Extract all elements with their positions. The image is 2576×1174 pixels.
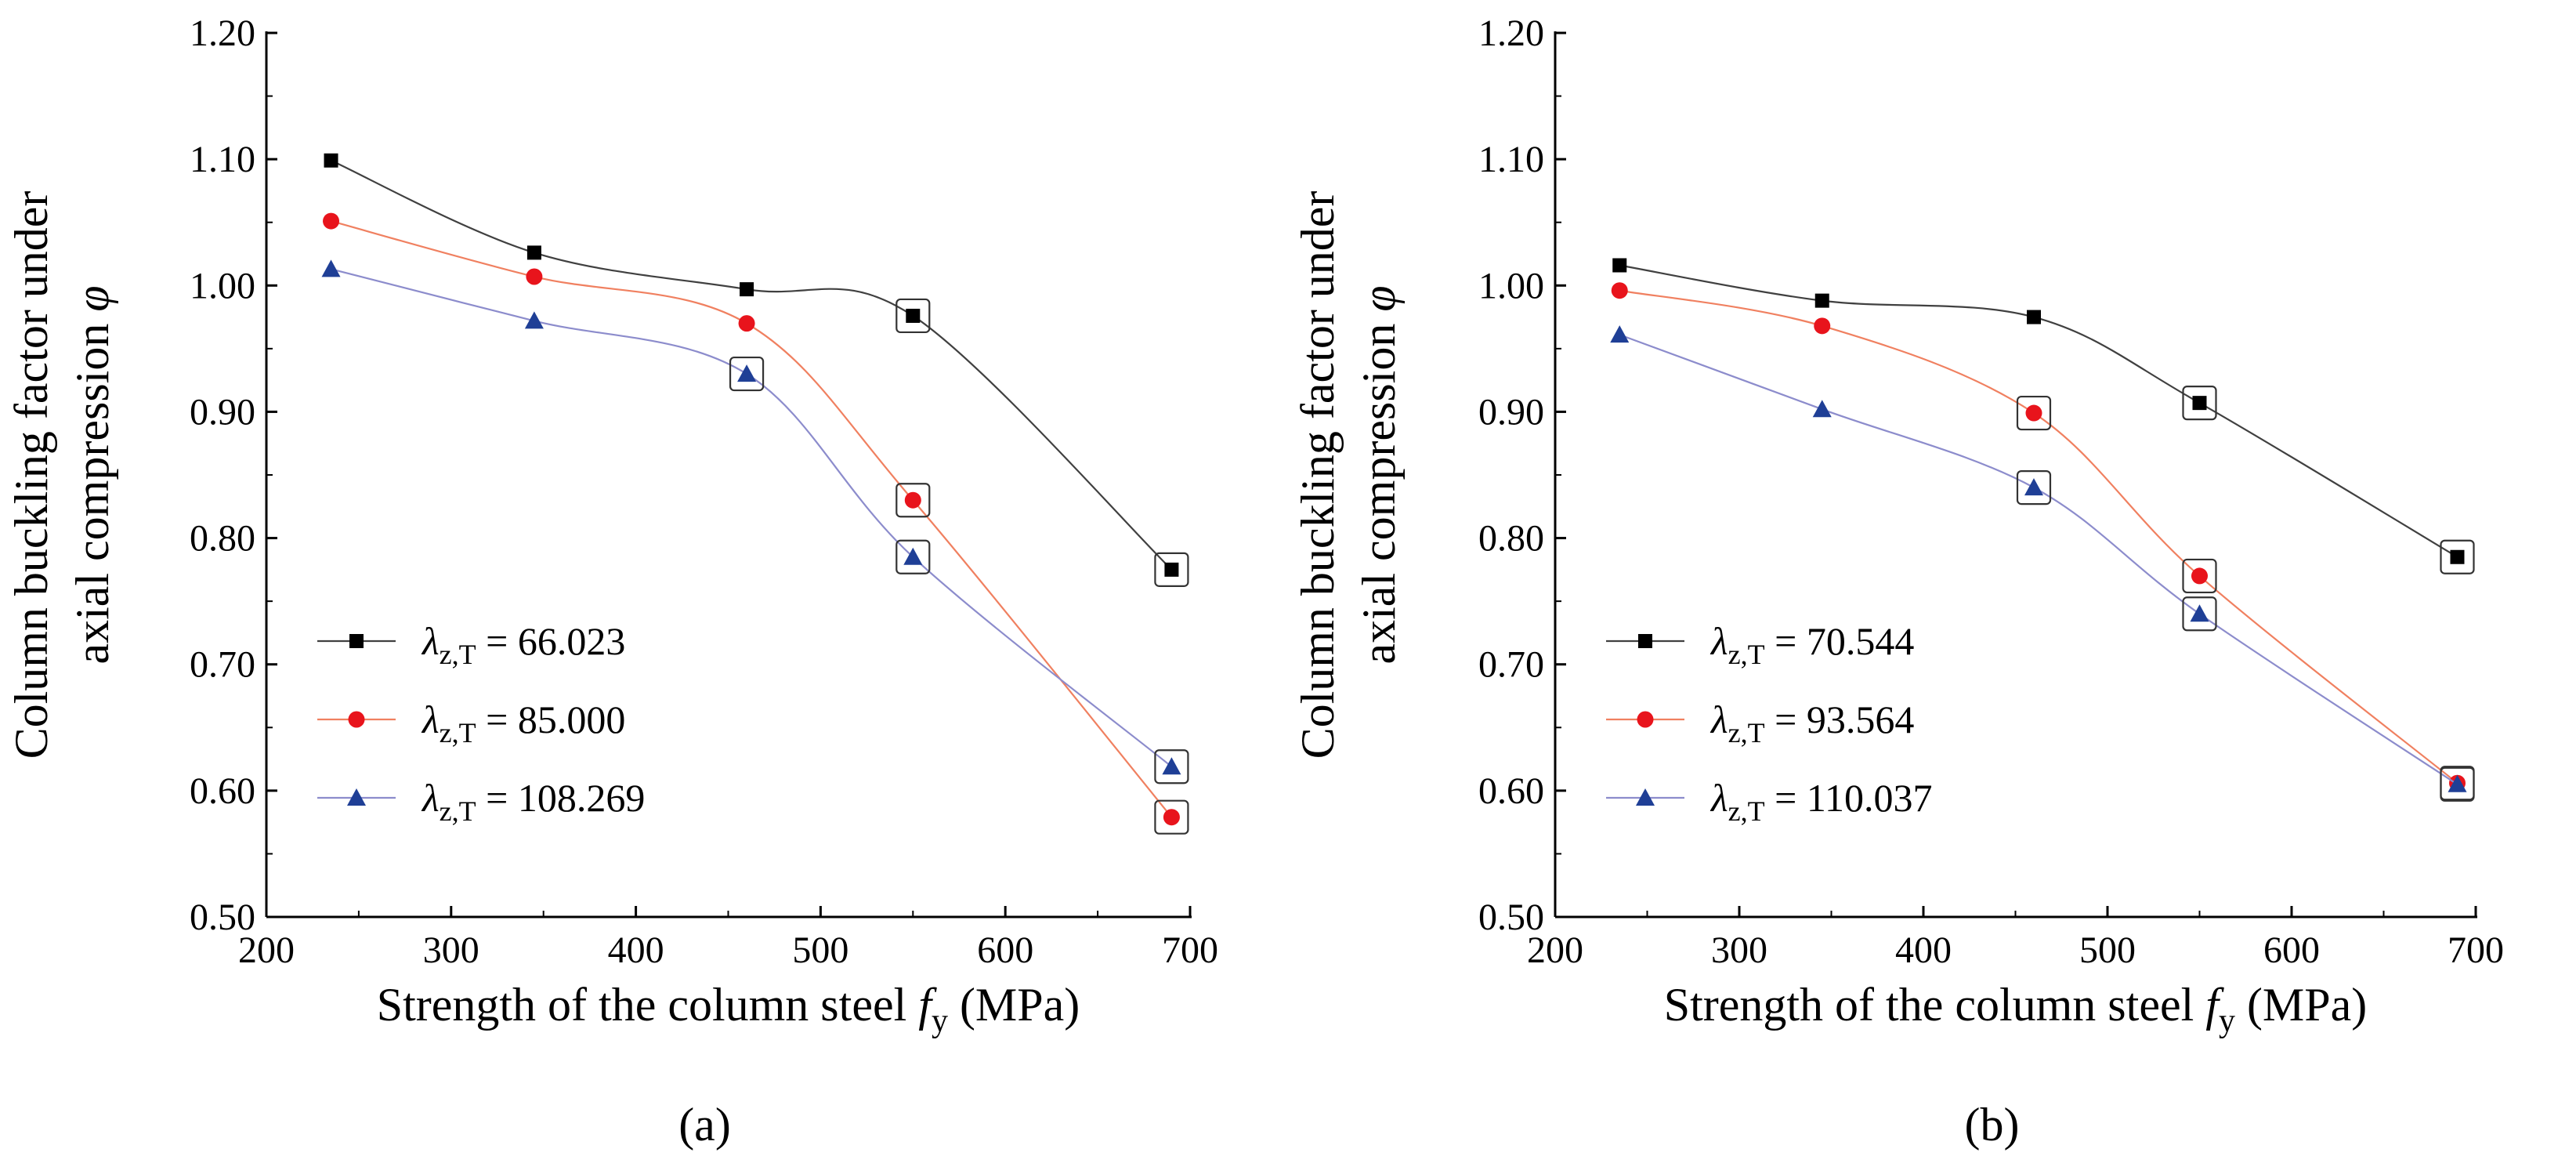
data-point [2025,404,2042,422]
y-tick-label: 0.50 [190,897,255,938]
data-point [1164,562,1179,577]
highlight-box [2016,470,2052,505]
data-point [1611,282,1628,299]
highlight-box [1154,552,1189,587]
x-tick-label: 400 [1895,929,1952,971]
legend-marker [1636,788,1655,806]
highlight-box [895,539,931,574]
data-point [2448,774,2467,792]
highlight-box [2440,539,2475,574]
data-point [903,547,923,565]
chart-panel-b: 0.50 0.60 0.70 0.80 0.90 1.00 1.10 1.20 200 300 40… [1292,13,2504,1150]
y-tick-label: 1.20 [1478,13,1544,54]
x-axis-title: Strength of the column steel fy (MPa) [377,979,1080,1039]
legend-marker [1638,634,1652,648]
x-tick-label: 400 [608,929,664,971]
data-point [524,311,544,329]
series-line-93.564 [1619,289,2458,784]
y-tick-label: 1.00 [190,265,255,306]
x-tick-label: 300 [423,929,479,971]
highlight-box [2440,766,2475,802]
data-point [321,259,341,277]
data-point [1814,293,1829,308]
x-tick-label: 600 [2263,929,2320,971]
y-axis-title-line1: Column buckling factor under [5,191,57,759]
legend-entry: λz,T = 70.544 [1709,619,1914,670]
data-point [1814,317,1831,335]
data-point [2027,310,2041,324]
panel-caption: (b) [1965,1099,2020,1150]
data-point [1812,400,1832,418]
panel-caption: (a) [678,1099,731,1150]
data-point [738,315,755,332]
chart-panel-a: 0.50 0.60 0.70 0.80 0.90 1.00 1.10 1.20 200 300 40… [5,13,1218,1150]
x-tick-label: 600 [977,929,1033,971]
y-tick-label: 1.00 [1478,265,1544,306]
x-tick-label: 500 [2079,929,2136,971]
legend-marker [349,634,364,648]
y-tick-label: 0.80 [1478,518,1544,560]
legend-entry: λz,T = 108.269 [421,776,645,827]
y-tick-label: 0.60 [1478,770,1544,812]
highlight-box [2182,386,2217,421]
y-tick-label: 0.70 [190,644,255,686]
data-point [904,491,921,509]
highlight-box [2182,558,2217,594]
y-tick-label: 0.50 [1478,897,1544,938]
highlight-box [1154,799,1189,835]
legend-marker [347,788,366,806]
y-tick-label: 0.70 [1478,644,1544,686]
legend-marker [1637,711,1654,728]
x-tick-label: 700 [1162,929,1218,971]
highlight-box [895,298,931,334]
x-tick-label: 200 [238,929,295,971]
data-point [737,364,757,382]
data-point [2450,549,2465,564]
y-tick-label: 0.90 [1478,391,1544,433]
series-line-85.000 [331,220,1173,818]
legend-entry: λz,T = 66.023 [421,619,625,670]
series-line-66.023 [331,159,1173,571]
y-axis-title-line2: axial compression φ [67,285,118,664]
data-point [324,153,338,168]
x-tick-label: 700 [2448,929,2504,971]
data-point [323,212,340,230]
data-point [2024,478,2043,496]
x-axis-title: Strength of the column steel fy (MPa) [1664,979,2368,1039]
data-point [740,282,754,297]
data-point [1163,809,1180,826]
y-tick-label: 1.10 [1478,139,1544,180]
x-tick-label: 200 [1527,929,1583,971]
data-point [906,308,921,323]
y-tick-label: 1.10 [190,139,255,180]
y-tick-label: 1.20 [190,13,255,54]
highlight-box [895,483,931,518]
data-point [1610,325,1630,343]
legend-entry: λz,T = 110.037 [1709,776,1932,827]
data-point [2190,604,2209,622]
y-tick-label: 0.80 [190,518,255,560]
legend-entry: λz,T = 85.000 [421,698,625,748]
x-tick-label: 300 [1711,929,1767,971]
data-point [1162,757,1181,775]
data-point [1612,258,1627,273]
y-tick-label: 0.90 [190,391,255,433]
data-point [526,268,543,285]
y-axis-title-line2: axial compression φ [1353,285,1405,664]
legend-entry: λz,T = 93.564 [1709,698,1914,748]
y-axis-title-line1: Column buckling factor under [1292,191,1344,759]
data-point [2192,396,2207,411]
y-tick-label: 0.60 [190,770,255,812]
x-tick-label: 500 [792,929,848,971]
data-point [2191,567,2208,585]
highlight-box [2182,596,2217,632]
highlight-box [1154,749,1189,784]
highlight-box [2016,395,2052,431]
highlight-box [729,356,765,392]
legend-marker [348,711,365,728]
series-line-108.269 [331,268,1173,768]
data-point [526,245,541,260]
